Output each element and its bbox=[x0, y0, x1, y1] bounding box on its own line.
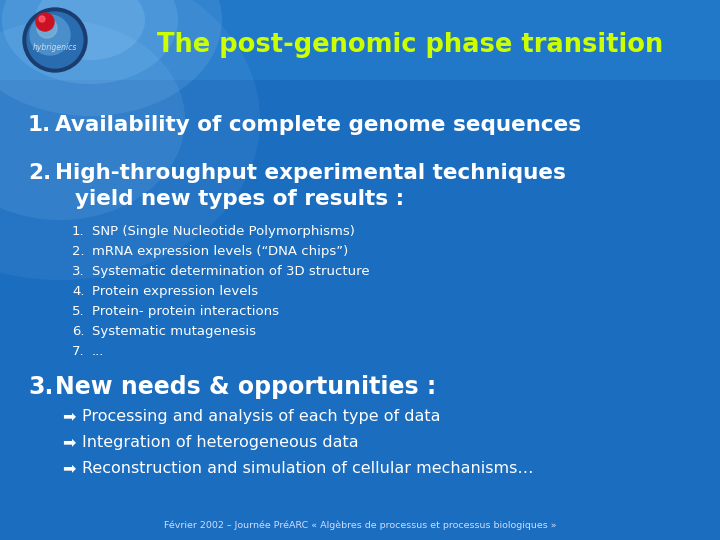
Text: ➡: ➡ bbox=[62, 461, 76, 476]
Text: 2.: 2. bbox=[72, 245, 85, 258]
Circle shape bbox=[39, 16, 45, 22]
Text: The post-genomic phase transition: The post-genomic phase transition bbox=[157, 32, 663, 58]
Circle shape bbox=[23, 8, 87, 72]
Text: New needs & opportunities :: New needs & opportunities : bbox=[55, 375, 436, 399]
Text: Protein expression levels: Protein expression levels bbox=[92, 285, 258, 298]
Text: Systematic determination of 3D structure: Systematic determination of 3D structure bbox=[92, 265, 369, 278]
Ellipse shape bbox=[35, 0, 145, 60]
Text: ...: ... bbox=[92, 345, 104, 358]
Text: Reconstruction and simulation of cellular mechanisms…: Reconstruction and simulation of cellula… bbox=[82, 461, 534, 476]
Text: 1.: 1. bbox=[72, 225, 85, 238]
Bar bbox=[0, 0, 720, 80]
Text: SNP (Single Nucleotide Polymorphisms): SNP (Single Nucleotide Polymorphisms) bbox=[92, 225, 355, 238]
Circle shape bbox=[36, 13, 54, 31]
Text: Availability of complete genome sequences: Availability of complete genome sequence… bbox=[55, 115, 581, 135]
Ellipse shape bbox=[0, 0, 260, 280]
Text: Protein- protein interactions: Protein- protein interactions bbox=[92, 305, 279, 318]
Ellipse shape bbox=[2, 0, 178, 84]
Text: High-throughput experimental techniques: High-throughput experimental techniques bbox=[55, 163, 566, 183]
Text: 7.: 7. bbox=[72, 345, 85, 358]
Text: 2.: 2. bbox=[28, 163, 51, 183]
Text: 3.: 3. bbox=[28, 375, 53, 399]
Ellipse shape bbox=[0, 20, 185, 220]
Text: Systematic mutagenesis: Systematic mutagenesis bbox=[92, 325, 256, 338]
Text: 1.: 1. bbox=[28, 115, 51, 135]
Text: Integration of heterogeneous data: Integration of heterogeneous data bbox=[82, 435, 359, 450]
Circle shape bbox=[27, 12, 83, 68]
Circle shape bbox=[30, 15, 70, 55]
Text: 4.: 4. bbox=[72, 285, 84, 298]
Text: 6.: 6. bbox=[72, 325, 84, 338]
Text: Février 2002 – Journée PréARC « Algèbres de processus et processus biologiques »: Février 2002 – Journée PréARC « Algèbres… bbox=[163, 521, 557, 530]
Text: Processing and analysis of each type of data: Processing and analysis of each type of … bbox=[82, 409, 441, 424]
Text: ➡: ➡ bbox=[62, 435, 76, 450]
Text: 5.: 5. bbox=[72, 305, 85, 318]
Text: hybrigenics: hybrigenics bbox=[33, 44, 77, 52]
Text: mRNA expression levels (“DNA chips”): mRNA expression levels (“DNA chips”) bbox=[92, 245, 348, 258]
Ellipse shape bbox=[0, 0, 222, 116]
Text: 3.: 3. bbox=[72, 265, 85, 278]
Circle shape bbox=[37, 18, 57, 38]
Text: yield new types of results :: yield new types of results : bbox=[75, 189, 404, 209]
Text: ➡: ➡ bbox=[62, 409, 76, 424]
